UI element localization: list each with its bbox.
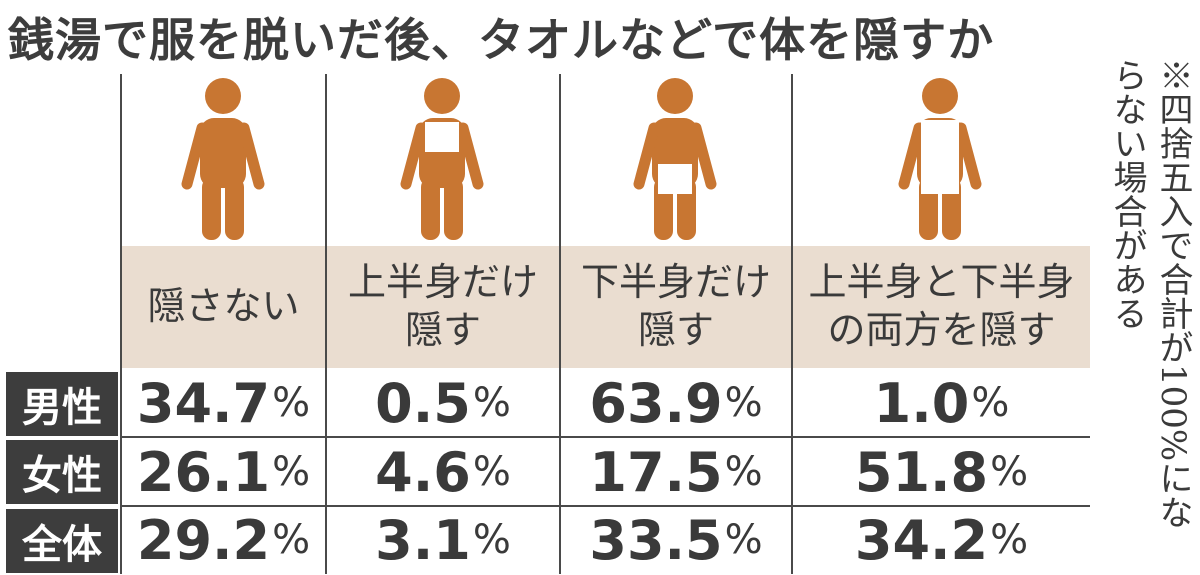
value-number: 4.6 [375,440,471,504]
figure-lower-towel-icon [633,78,717,240]
percent-unit: % [272,449,311,495]
figure-upper-towel-icon [400,78,484,240]
category-line: 上半身と下半身 [808,260,1075,304]
chart-title: 銭湯で服を脱いだ後、タオルなどで体を隠すか [8,13,995,67]
value-cell: 34.7% [122,368,325,438]
towel-icon [921,120,959,194]
percent-unit: % [472,517,511,563]
value-number: 29.2 [136,508,271,572]
towel-icon [425,122,459,152]
value-cell: 17.5% [561,437,791,507]
column-divider [791,74,793,574]
column-divider [325,74,327,574]
percent-unit: % [472,449,511,495]
percent-unit: % [472,380,511,426]
value-number: 0.5 [375,371,471,435]
value-number: 33.5 [589,508,723,572]
value-cell: 0.5% [327,368,559,438]
percent-unit: % [272,380,311,426]
value-cell: 33.5% [561,505,791,575]
percent-unit: % [990,449,1029,495]
category-line: 上半身だけ [347,260,538,304]
percent-unit: % [971,380,1010,426]
figure-full-towel-icon [898,78,982,240]
category-line: 下半身だけ [580,260,771,304]
category-header-band [120,246,1090,368]
value-number: 63.9 [589,371,723,435]
value-cell: 34.2% [793,505,1090,575]
row-label-total: 全体 [6,509,118,573]
percent-unit: % [724,380,763,426]
value-cell: 29.2% [122,505,325,575]
column-divider [559,74,561,574]
percent-unit: % [990,517,1029,563]
value-cell: 1.0% [793,368,1090,438]
value-number: 17.5 [589,440,723,504]
value-cell: 63.9% [561,368,791,438]
figure-no-towel-icon [181,78,265,240]
row-divider [120,436,1090,438]
percent-unit: % [272,517,311,563]
rounding-note: ※四捨五入で合計が100%にならない場合がある [1107,58,1193,530]
category-header: 下半身だけ 隠す [561,250,791,362]
percent-unit: % [724,449,763,495]
category-header: 上半身だけ 隠す [327,250,559,362]
column-divider [120,74,122,574]
category-line: 隠す [404,308,481,352]
row-divider [120,505,1090,507]
row-label-female: 女性 [6,440,118,504]
value-cell: 26.1% [122,437,325,507]
value-number: 1.0 [873,371,970,435]
value-cell: 4.6% [327,437,559,507]
category-line: の両方を隠す [827,308,1056,352]
towel-icon [658,164,692,194]
value-number: 34.2 [854,508,989,572]
category-line: 隠さない [147,284,300,328]
value-number: 3.1 [375,508,471,572]
category-header: 上半身と下半身 の両方を隠す [793,250,1090,362]
percent-unit: % [724,517,763,563]
value-number: 34.7 [136,371,271,435]
category-line: 隠す [637,308,714,352]
value-cell: 51.8% [793,437,1090,507]
value-number: 26.1 [136,440,271,504]
value-number: 51.8 [854,440,989,504]
row-label-male: 男性 [6,372,118,436]
category-header: 隠さない [122,250,325,362]
value-cell: 3.1% [327,505,559,575]
